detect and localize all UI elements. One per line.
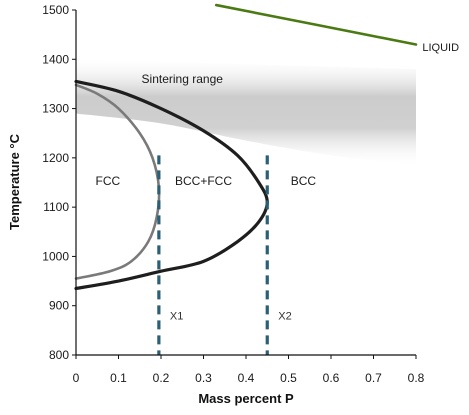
y-tick-label: 1400 xyxy=(42,52,69,66)
sintering-band: Sintering range xyxy=(76,59,416,166)
x-tick-label: 0.2 xyxy=(153,371,170,385)
marker-label-x2: X2 xyxy=(278,311,291,323)
x-axis-title: Mass percent P xyxy=(198,391,294,406)
x-tick-label: 0 xyxy=(73,371,80,385)
y-tick-label: 1000 xyxy=(42,249,69,263)
region-label-fcc: FCC xyxy=(96,174,121,188)
x-tick-label: 0.5 xyxy=(280,371,297,385)
x-ticks: 0 0.1 0.2 0.3 0.4 0.5 0.6 0.7 0.8 xyxy=(73,355,425,385)
x-tick-label: 0.4 xyxy=(238,371,255,385)
marker-label-x1: X1 xyxy=(170,311,183,323)
y-tick-label: 800 xyxy=(49,348,69,362)
liquid-label: LIQUID xyxy=(422,42,459,54)
x-tick-label: 0.3 xyxy=(195,371,212,385)
x-tick-label: 0.7 xyxy=(365,371,382,385)
sintering-range-band xyxy=(76,59,416,166)
region-label-bcc: BCC xyxy=(291,174,317,188)
x-tick-label: 0.6 xyxy=(323,371,340,385)
x-tick-label: 0.8 xyxy=(408,371,425,385)
region-label-bcc-fcc: BCC+FCC xyxy=(175,174,232,188)
y-ticks: 800 900 1000 1100 1200 1300 1400 1500 xyxy=(42,3,76,362)
y-tick-label: 1300 xyxy=(42,102,69,116)
region-labels: FCC BCC+FCC BCC LIQUID xyxy=(96,42,460,188)
liquidus-line xyxy=(214,3,418,46)
y-tick-label: 900 xyxy=(49,299,69,313)
composition-markers: X1 X2 xyxy=(157,155,292,355)
x-tick-label: 0.1 xyxy=(110,371,127,385)
y-tick-label: 1500 xyxy=(42,3,69,17)
y-tick-label: 1200 xyxy=(42,151,69,165)
y-axis-title: Temperature °C xyxy=(7,133,22,230)
y-tick-label: 1100 xyxy=(43,200,69,214)
sintering-range-label: Sintering range xyxy=(142,72,224,86)
